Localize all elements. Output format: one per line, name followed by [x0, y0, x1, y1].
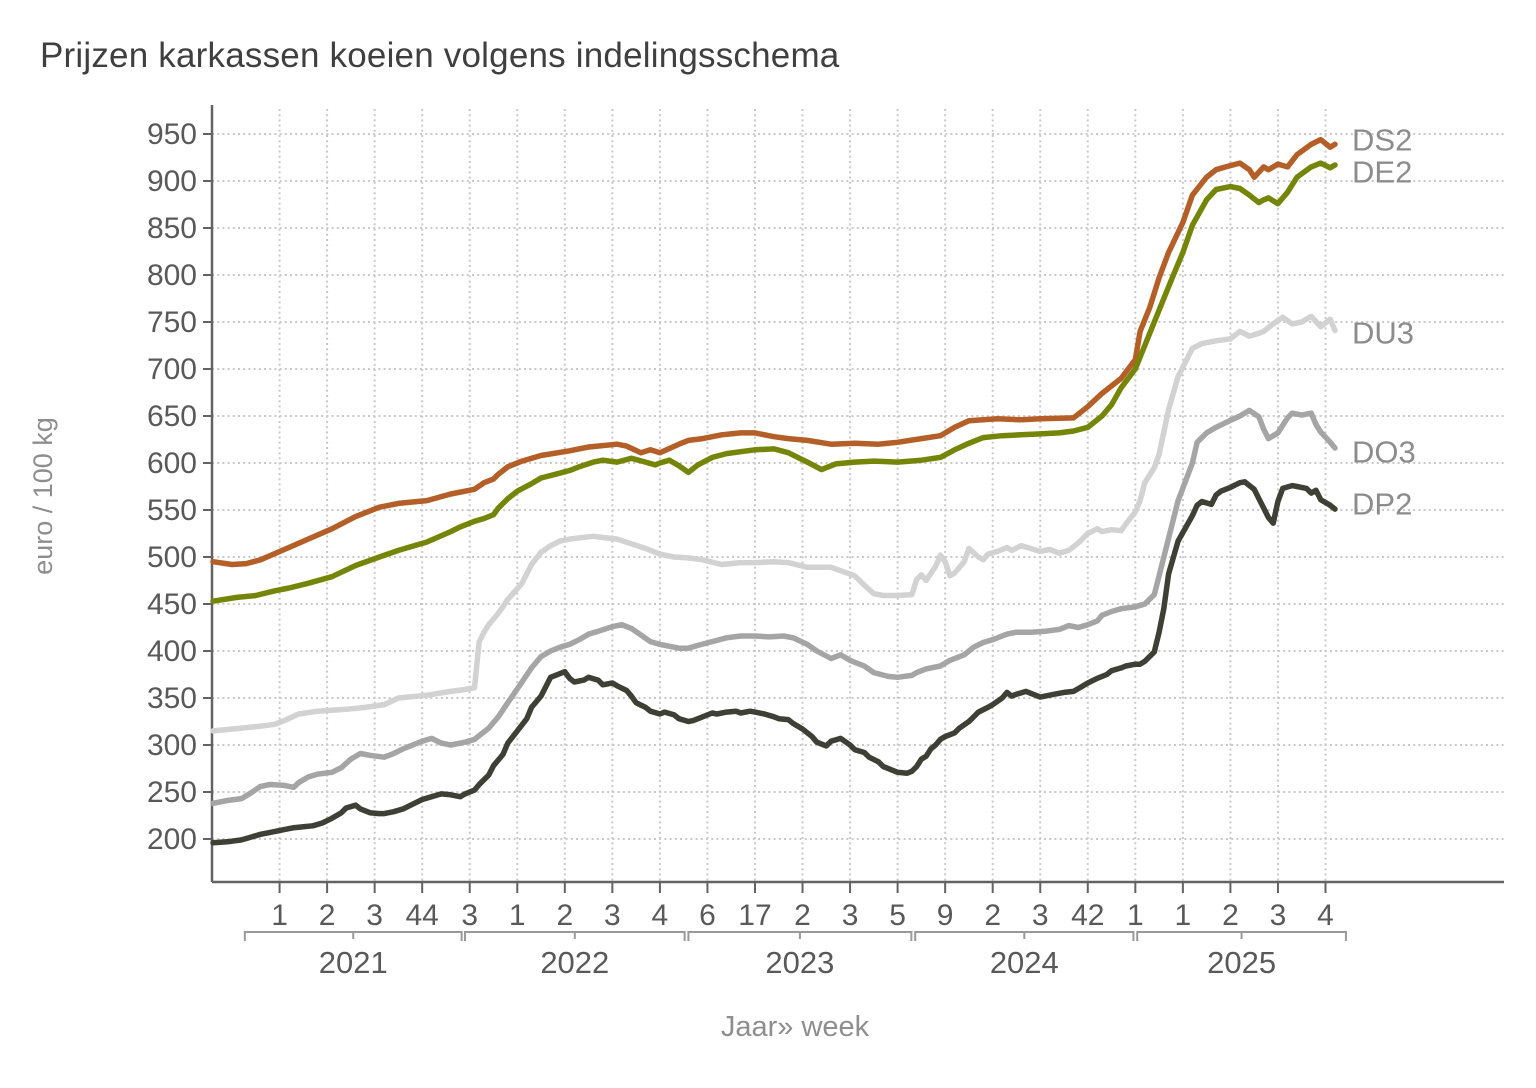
series-line-DE2	[210, 160, 1338, 604]
svg-text:1: 1	[509, 899, 526, 932]
svg-text:5: 5	[889, 899, 906, 932]
svg-text:950: 950	[147, 118, 197, 151]
chart-title: Prijzen karkassen koeien volgens indelin…	[40, 36, 840, 75]
svg-text:17: 17	[738, 899, 771, 932]
series-line-DS2	[210, 136, 1338, 568]
series-label-DU3: DU3	[1352, 315, 1414, 350]
svg-text:750: 750	[147, 306, 197, 339]
svg-text:2025: 2025	[1207, 945, 1276, 980]
svg-text:700: 700	[147, 353, 197, 386]
y-tick-labels: 200 250 300 350 400 450 500 550 600 650 700 750 800 8…	[147, 118, 197, 856]
svg-text:3: 3	[1032, 899, 1049, 932]
svg-text:800: 800	[147, 259, 197, 292]
svg-text:2: 2	[1222, 899, 1239, 932]
svg-text:650: 650	[147, 400, 197, 433]
svg-text:2022: 2022	[540, 945, 609, 980]
svg-text:9: 9	[937, 899, 954, 932]
svg-text:2021: 2021	[319, 945, 388, 980]
year-brackets: 2021 2022 2023 2024 2025	[243, 931, 1347, 980]
svg-text:3: 3	[842, 899, 859, 932]
svg-text:2: 2	[984, 899, 1001, 932]
svg-text:6: 6	[699, 899, 716, 932]
series-label-DE2: DE2	[1352, 155, 1412, 190]
series-label-DO3: DO3	[1352, 435, 1416, 470]
axes	[203, 105, 1504, 893]
svg-text:450: 450	[147, 588, 197, 621]
svg-text:200: 200	[147, 823, 197, 856]
svg-text:2: 2	[319, 899, 336, 932]
svg-text:900: 900	[147, 165, 197, 198]
svg-text:42: 42	[1071, 899, 1104, 932]
svg-text:1: 1	[271, 899, 288, 932]
svg-text:600: 600	[147, 447, 197, 480]
svg-text:3: 3	[461, 899, 478, 932]
svg-text:400: 400	[147, 635, 197, 668]
svg-text:4: 4	[652, 899, 669, 932]
y-gridlines	[212, 133, 1504, 840]
x-axis-title: Jaar» week	[721, 1011, 870, 1043]
series-line-DU3	[210, 313, 1338, 734]
svg-text:1: 1	[1127, 899, 1144, 932]
svg-text:2: 2	[794, 899, 811, 932]
y-axis-title: euro / 100 kg	[28, 417, 58, 575]
svg-text:2: 2	[556, 899, 573, 932]
svg-text:3: 3	[604, 899, 621, 932]
series-line-DP2	[210, 479, 1338, 846]
series-line-DO3	[210, 407, 1338, 807]
svg-text:1: 1	[1175, 899, 1192, 932]
svg-text:3: 3	[1270, 899, 1287, 932]
series-label-DS2: DS2	[1352, 123, 1412, 158]
svg-text:44: 44	[405, 899, 438, 932]
svg-text:2024: 2024	[990, 945, 1059, 980]
svg-text:850: 850	[147, 212, 197, 245]
svg-text:250: 250	[147, 776, 197, 809]
svg-text:500: 500	[147, 541, 197, 574]
svg-text:4: 4	[1317, 899, 1334, 932]
svg-text:3: 3	[366, 899, 383, 932]
svg-text:550: 550	[147, 494, 197, 527]
week-tick-labels: 1 2 3 44 3 1 2 3 4 6 17 2 3 5 9 2 3 42 1 1 2 3 4	[271, 899, 1334, 932]
series-label-DP2: DP2	[1352, 486, 1412, 521]
svg-text:2023: 2023	[765, 945, 834, 980]
svg-text:300: 300	[147, 729, 197, 762]
svg-text:350: 350	[147, 682, 197, 715]
